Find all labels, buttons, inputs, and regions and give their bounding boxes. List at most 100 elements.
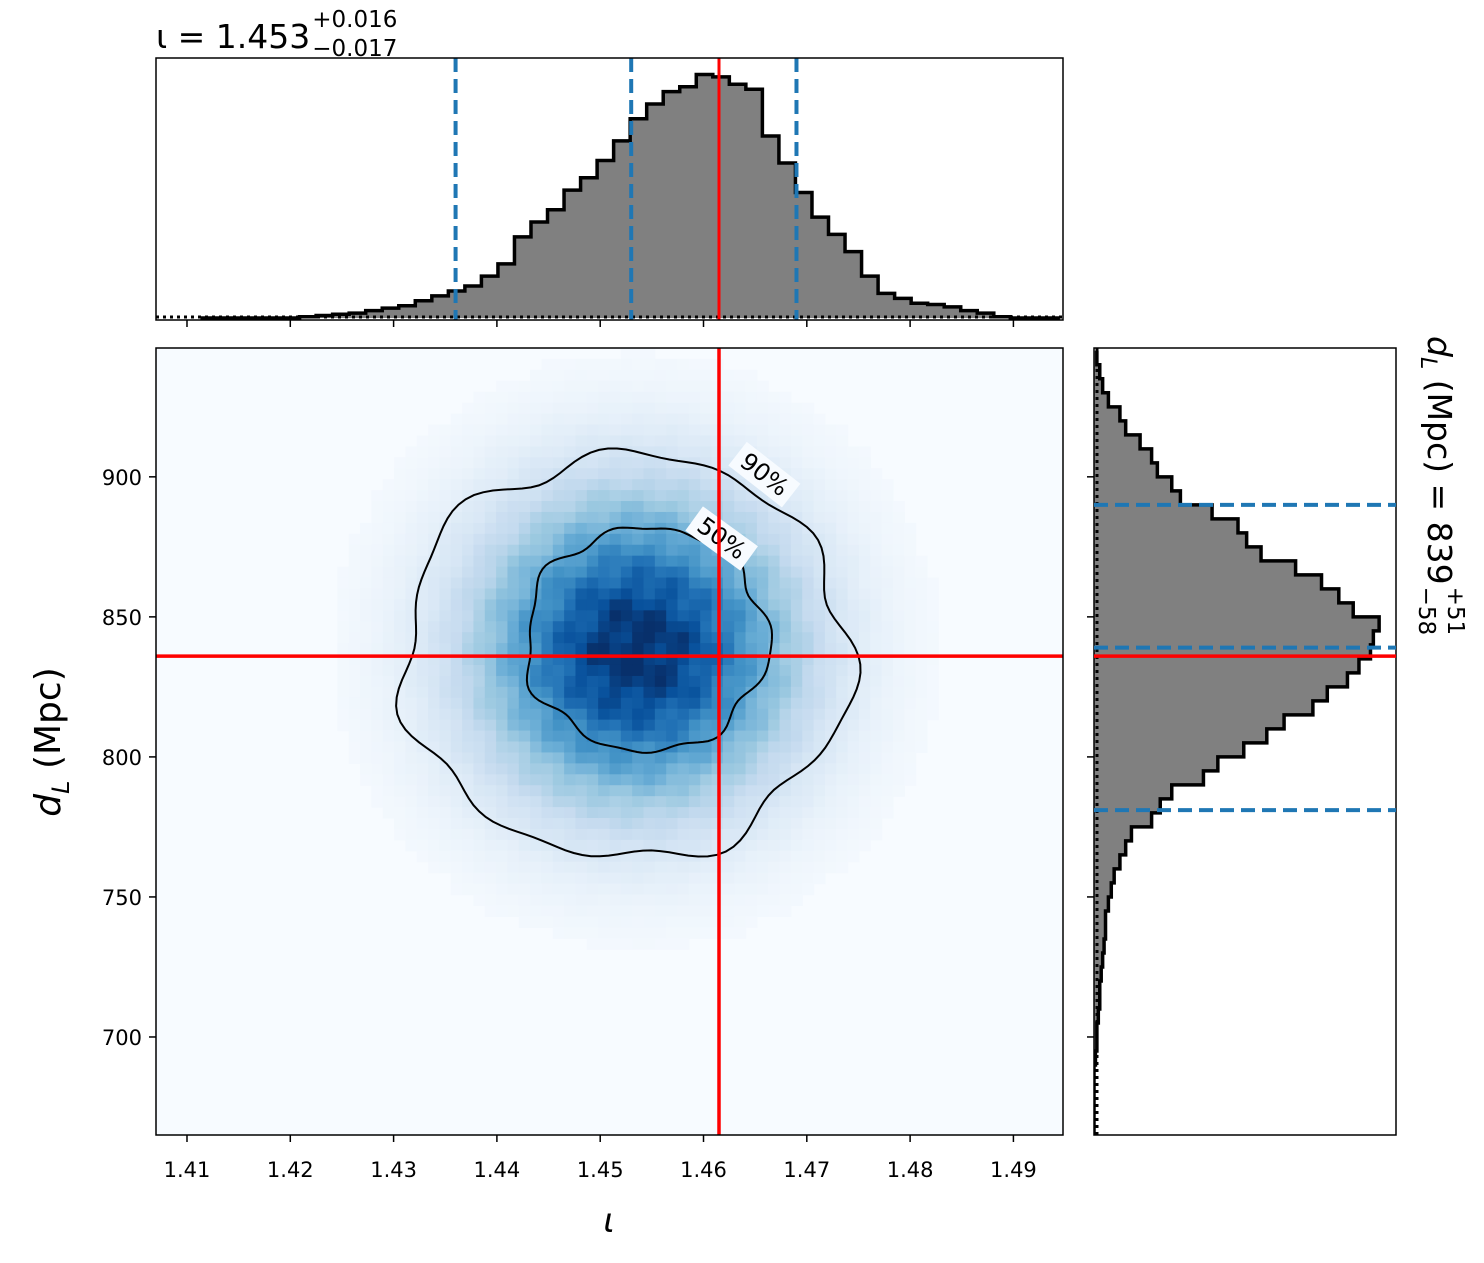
joint-density-cell bbox=[586, 457, 599, 469]
joint-density-cell bbox=[824, 752, 837, 764]
joint-density-cell bbox=[473, 654, 486, 666]
joint-density-cell bbox=[405, 468, 418, 480]
joint-density-cell bbox=[564, 796, 577, 808]
joint-density-cell bbox=[609, 763, 622, 775]
joint-density-cell bbox=[892, 785, 905, 797]
joint-density-cell bbox=[428, 610, 441, 622]
joint-density-cell bbox=[756, 402, 769, 415]
joint-density-cell bbox=[824, 686, 837, 699]
joint-density-cell bbox=[575, 807, 588, 819]
joint-density-cell bbox=[858, 752, 871, 764]
joint-density-cell bbox=[473, 643, 486, 655]
joint-density-cell bbox=[496, 468, 509, 480]
joint-density-cell bbox=[586, 741, 599, 754]
joint-density-cell bbox=[643, 861, 656, 874]
joint-density-cell bbox=[530, 533, 543, 546]
joint-density-cell bbox=[722, 566, 735, 579]
joint-density-cell bbox=[677, 730, 690, 743]
joint-density-cell bbox=[756, 522, 769, 535]
joint-density-cell bbox=[598, 883, 611, 896]
joint-density-cell bbox=[575, 533, 588, 546]
joint-density-cell bbox=[870, 533, 883, 546]
joint-density-cell bbox=[541, 839, 554, 852]
joint-density-cell bbox=[507, 610, 520, 622]
joint-density-cell bbox=[700, 839, 713, 852]
joint-density-cell bbox=[586, 796, 599, 808]
joint-density-cell bbox=[541, 479, 554, 491]
joint-density-cell bbox=[836, 424, 849, 437]
joint-density-cell bbox=[745, 752, 758, 764]
joint-density-cell bbox=[416, 654, 429, 666]
joint-density-cell bbox=[360, 621, 373, 633]
joint-density-cell bbox=[439, 730, 452, 743]
joint-density-cell bbox=[564, 468, 577, 480]
joint-density-cell bbox=[541, 850, 554, 863]
joint-density-cell bbox=[360, 697, 373, 710]
joint-density-cell bbox=[643, 916, 656, 928]
joint-density-cell bbox=[881, 533, 894, 546]
joint-density-cell bbox=[507, 654, 520, 666]
joint-density-cell bbox=[507, 632, 520, 644]
joint-density-cell bbox=[666, 446, 679, 458]
joint-density-cell bbox=[768, 643, 781, 655]
joint-density-cell bbox=[666, 719, 679, 732]
joint-density-cell bbox=[768, 708, 781, 721]
joint-density-cell bbox=[609, 818, 622, 830]
joint-density-cell bbox=[382, 654, 395, 666]
joint-density-cell bbox=[892, 730, 905, 743]
joint-density-cell bbox=[473, 610, 486, 622]
joint-density-cell bbox=[915, 632, 928, 644]
joint-density-cell bbox=[847, 522, 860, 535]
joint-density-cell bbox=[881, 490, 894, 502]
joint-density-cell bbox=[881, 686, 894, 699]
joint-density-cell bbox=[416, 752, 429, 764]
joint-density-cell bbox=[518, 774, 531, 786]
joint-density-cell bbox=[541, 654, 554, 666]
joint-density-cell bbox=[450, 850, 463, 863]
joint-density-cell bbox=[552, 785, 565, 797]
joint-density-cell bbox=[790, 424, 803, 437]
joint-density-cell bbox=[405, 828, 418, 841]
joint-density-cell bbox=[348, 555, 361, 568]
joint-density-cell bbox=[609, 850, 622, 863]
joint-density-cell bbox=[552, 533, 565, 546]
joint-density-cell bbox=[779, 391, 792, 404]
joint-density-cell bbox=[530, 446, 543, 458]
joint-density-cell bbox=[904, 621, 917, 633]
joint-density-cell bbox=[428, 697, 441, 710]
joint-density-cell bbox=[530, 686, 543, 699]
joint-density-cell bbox=[632, 741, 645, 754]
joint-density-cell bbox=[858, 522, 871, 535]
joint-density-cell bbox=[654, 490, 667, 502]
contour-label-background bbox=[685, 506, 758, 571]
joint-density-cell bbox=[518, 752, 531, 764]
joint-density-cell bbox=[507, 850, 520, 863]
joint-density-cell bbox=[496, 686, 509, 699]
svg-text:dL (Mpc) = 839: dL (Mpc) = 839 bbox=[1415, 336, 1459, 585]
joint-density-cell bbox=[428, 511, 441, 524]
joint-density-cell bbox=[530, 818, 543, 830]
joint-density-cell bbox=[756, 894, 769, 907]
joint-density-cell bbox=[586, 555, 599, 568]
joint-density-cell bbox=[541, 894, 554, 907]
joint-density-cell bbox=[552, 413, 565, 426]
joint-density-cell bbox=[541, 697, 554, 710]
joint-density-cell bbox=[779, 457, 792, 469]
joint-density-cell bbox=[768, 796, 781, 808]
joint-density-cell bbox=[926, 621, 939, 633]
joint-density-cell bbox=[348, 697, 361, 710]
joint-density-cell bbox=[745, 664, 758, 677]
joint-density-cell bbox=[892, 621, 905, 633]
joint-density-cell bbox=[756, 577, 769, 590]
joint-density-cell bbox=[654, 916, 667, 928]
joint-density-cell bbox=[473, 391, 486, 404]
marginal-x-title-plus: +0.016 bbox=[312, 7, 397, 33]
joint-density-cell bbox=[677, 457, 690, 469]
joint-density-cell bbox=[836, 719, 849, 732]
joint-density-cell bbox=[484, 708, 497, 721]
joint-density-cell bbox=[632, 905, 645, 917]
joint-density-cell bbox=[892, 675, 905, 688]
joint-density-cell bbox=[337, 621, 350, 633]
joint-density-cell bbox=[405, 697, 418, 710]
joint-density-cell bbox=[768, 697, 781, 710]
